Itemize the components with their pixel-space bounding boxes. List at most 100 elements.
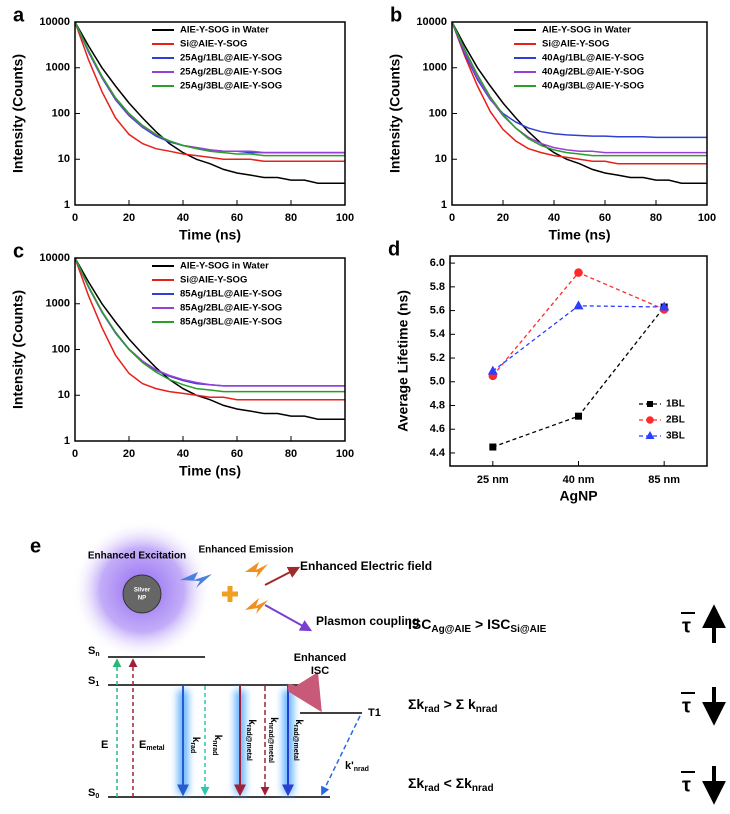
t: k [190, 737, 201, 743]
legend-label: 25Ag/3BL@AIE-Y-SOG [180, 81, 282, 92]
series-line [74, 21, 345, 184]
series-line [492, 306, 665, 448]
y-axis-title: Intensity (Counts) [10, 290, 26, 409]
legend-label: 1BL [666, 399, 685, 410]
plot-frame [449, 255, 708, 467]
y-tick-label: 10000 [39, 16, 70, 28]
x-tick-label: 0 [72, 448, 78, 460]
panel-label: d [388, 238, 400, 260]
y-tick-label: 10 [435, 153, 447, 165]
level-label: Sn [88, 645, 100, 658]
series-line [74, 21, 345, 163]
marker [647, 401, 653, 407]
t: nrad [354, 766, 369, 773]
y-tick-label: 5.6 [430, 304, 445, 316]
y-tick-label: 4.6 [430, 423, 445, 435]
t: k [268, 717, 279, 723]
x-tick-label: 100 [698, 212, 716, 224]
t: n [95, 651, 99, 658]
t: Σk [408, 775, 424, 791]
marker [646, 416, 654, 424]
series-line [74, 257, 345, 420]
t: 1 [95, 681, 99, 688]
tau: τ [682, 774, 691, 796]
bolt [245, 562, 268, 578]
y-tick-label: 10000 [416, 16, 447, 28]
x-tick-label: 85 nm [648, 474, 680, 486]
legend-label: 2BL [666, 415, 685, 426]
x-axis-title: AgNP [559, 488, 597, 504]
label: NP [138, 596, 146, 602]
legend-label: Si@AIE-Y-SOG [180, 39, 247, 50]
y-tick-label: 100 [429, 107, 447, 119]
tau: τ [682, 615, 691, 637]
legend-label: 25Ag/2BL@AIE-Y-SOG [180, 67, 282, 78]
x-tick-label: 80 [285, 212, 297, 224]
t: rad@metal [292, 725, 299, 761]
y-tick-label: 5.4 [430, 328, 446, 340]
level-label: S0 [88, 787, 99, 800]
t: k [293, 719, 304, 725]
transition-label: knrad@metal [267, 717, 279, 763]
t: k' [345, 760, 354, 772]
transition-label: E [101, 739, 108, 751]
transition-label: Emetal [139, 739, 165, 752]
label: Silver [134, 588, 151, 594]
relation: Σkrad > Σ knrad [408, 696, 497, 715]
t: nrad [472, 783, 494, 794]
label: Enhanced [294, 652, 347, 664]
y-axis-title: Average Lifetime (ns) [395, 290, 411, 432]
legend-label: 85Ag/2BL@AIE-Y-SOG [180, 303, 282, 314]
x-axis-title: Time (ns) [549, 227, 611, 243]
legend-label: 25Ag/1BL@AIE-Y-SOG [180, 53, 282, 64]
t: nrad [211, 740, 218, 755]
x-tick-label: 20 [497, 212, 509, 224]
marker [487, 365, 498, 375]
legend-label: Si@AIE-Y-SOG [180, 275, 247, 286]
y-tick-label: 1 [64, 435, 70, 447]
y-axis-title: Intensity (Counts) [387, 54, 403, 173]
t: rad [424, 783, 440, 794]
x-tick-label: 60 [599, 212, 611, 224]
transition-label: krad@metal [245, 719, 257, 761]
label: T1 [368, 707, 381, 719]
t: rad@metal [245, 725, 252, 761]
marker [574, 268, 583, 277]
x-tick-label: 0 [449, 212, 455, 224]
t: S [88, 787, 95, 799]
t: nrad@metal [267, 723, 274, 763]
marker [489, 443, 497, 451]
t: ISC [408, 616, 431, 632]
silver-np [122, 574, 162, 614]
x-tick-label: 40 [177, 212, 189, 224]
series-line [451, 21, 707, 154]
marker [573, 300, 584, 310]
y-tick-label: 1000 [46, 62, 70, 74]
t: Ag@AIE [431, 624, 471, 635]
arrow [321, 715, 361, 796]
y-tick-label: 10000 [39, 252, 70, 264]
y-tick-label: 10 [58, 153, 70, 165]
t: > ISC [471, 616, 510, 632]
x-tick-label: 40 [548, 212, 560, 224]
y-tick-label: 6.0 [430, 257, 445, 269]
series-line [451, 21, 707, 165]
x-tick-label: 40 nm [563, 474, 595, 486]
legend-label: 85Ag/1BL@AIE-Y-SOG [180, 289, 282, 300]
x-axis-title: Time (ns) [179, 463, 241, 479]
label: Enhanced Excitation [88, 551, 186, 562]
plot-frame [74, 257, 346, 442]
bolt [245, 598, 268, 614]
t: nrad [476, 704, 498, 715]
t: k [212, 735, 223, 741]
legend-label: AIE-Y-SOG in Water [542, 25, 631, 36]
x-tick-label: 100 [336, 448, 354, 460]
y-tick-label: 5.2 [430, 352, 445, 364]
bolt [180, 572, 212, 588]
y-tick-label: 100 [52, 107, 70, 119]
series-line [74, 257, 345, 401]
t: > Σ k [440, 696, 476, 712]
t: Si@AIE [510, 624, 546, 635]
